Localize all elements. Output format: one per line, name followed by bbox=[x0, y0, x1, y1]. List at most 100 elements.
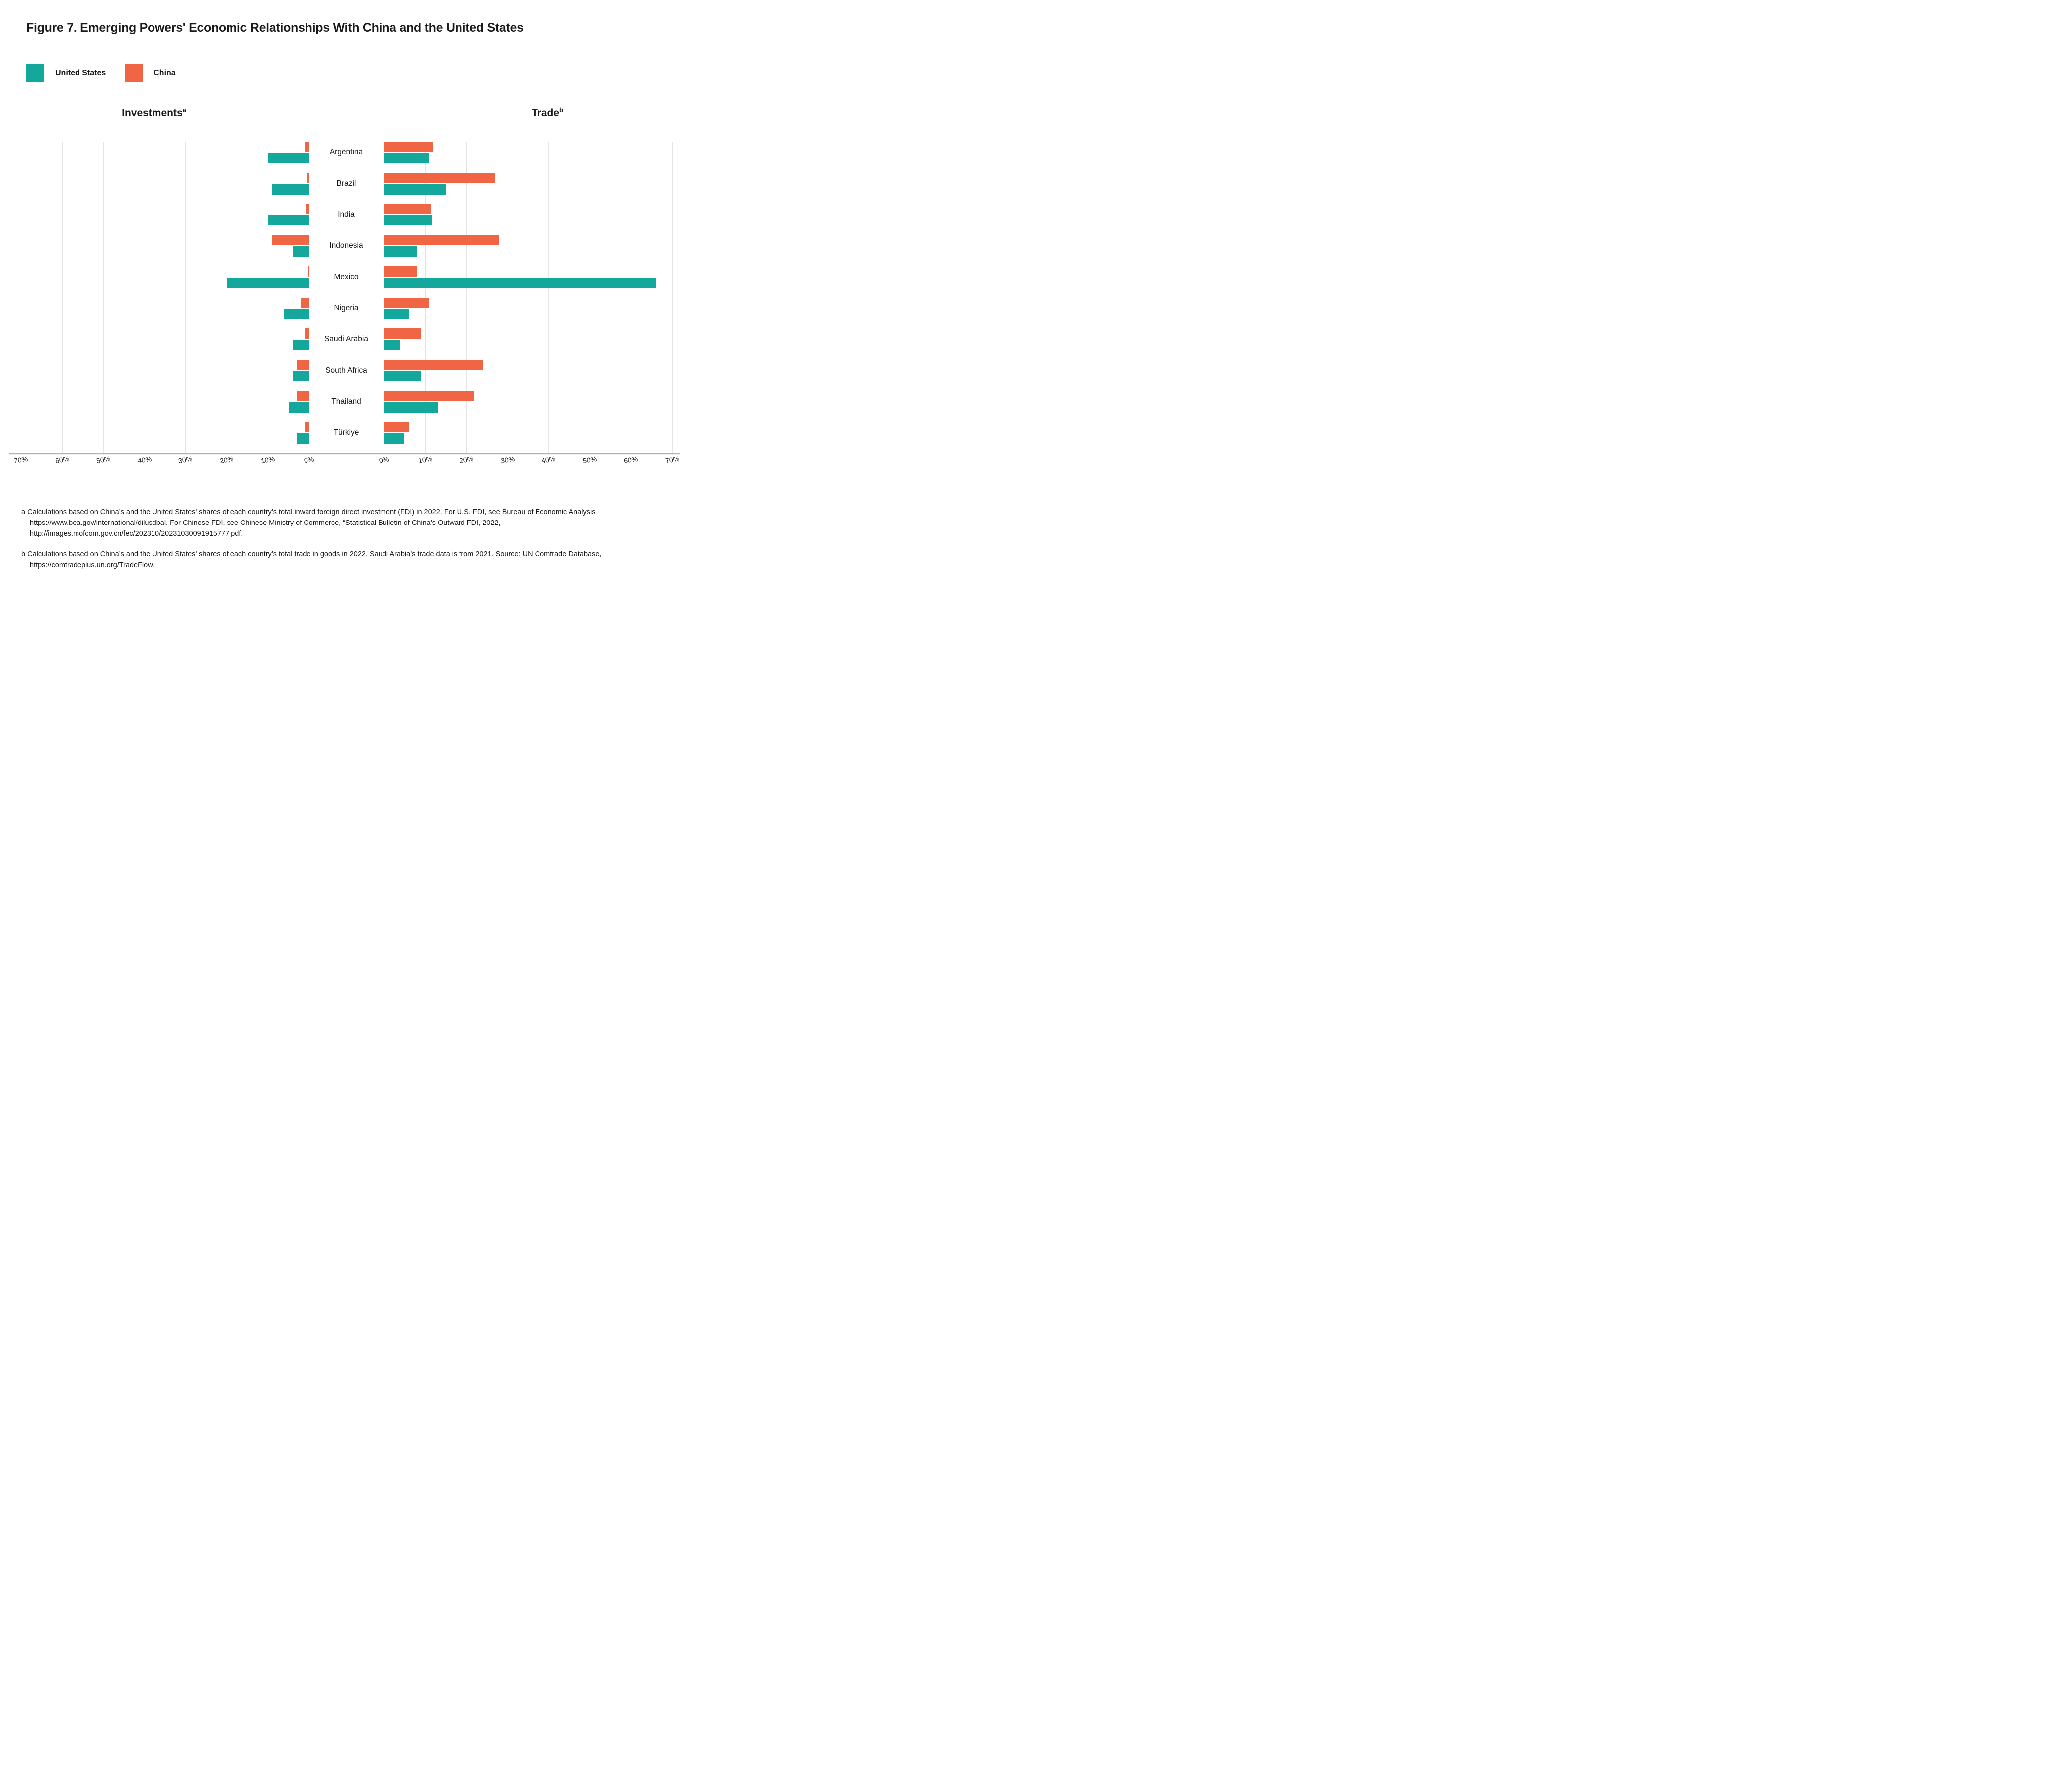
axis-tick-0%: 0% bbox=[378, 455, 390, 465]
bar-investments-us-India bbox=[268, 215, 309, 226]
country-label-Mexico: Mexico bbox=[334, 272, 359, 281]
trade-row-Nigeria bbox=[384, 297, 672, 329]
investments-row-South Africa bbox=[21, 359, 309, 391]
gridline bbox=[466, 142, 467, 453]
axis-tick-40%: 40% bbox=[137, 454, 152, 465]
trade-chart bbox=[384, 142, 673, 453]
country-label-Indonesia: Indonesia bbox=[329, 241, 363, 250]
trade-row-Argentina bbox=[384, 142, 672, 173]
investments-row-Türkiye bbox=[21, 422, 309, 453]
bar-trade-china-Türkiye bbox=[384, 422, 409, 433]
trade-panel-title: Tradeb bbox=[532, 106, 563, 119]
footnotes: a Calculations based on China’s and the … bbox=[21, 507, 682, 581]
gridline bbox=[103, 142, 104, 453]
axis-tick-20%: 20% bbox=[459, 454, 474, 465]
axis-tick-30%: 30% bbox=[178, 454, 193, 465]
country-label-Brazil: Brazil bbox=[336, 179, 356, 188]
bar-investments-china-Nigeria bbox=[301, 297, 309, 308]
investments-row-Nigeria bbox=[21, 297, 309, 329]
bar-investments-us-Mexico bbox=[227, 277, 309, 288]
axis-tick-40%: 40% bbox=[541, 454, 556, 465]
trade-row-Türkiye bbox=[384, 422, 672, 453]
bar-trade-china-Thailand bbox=[384, 390, 475, 401]
bar-investments-china-India bbox=[306, 204, 309, 215]
axis-tick-0%: 0% bbox=[303, 455, 315, 465]
country-label-Argentina: Argentina bbox=[329, 148, 363, 156]
bar-investments-us-Indonesia bbox=[292, 246, 309, 257]
investments-chart bbox=[21, 142, 309, 453]
country-label-Nigeria: Nigeria bbox=[334, 303, 359, 312]
bar-trade-china-India bbox=[384, 204, 432, 215]
bar-trade-us-Indonesia bbox=[384, 246, 417, 257]
chart-plot-area: Argentina Brazil India Indonesia Mexico Niger… bbox=[9, 142, 680, 454]
footnote-a: a Calculations based on China’s and the … bbox=[21, 508, 596, 538]
country-labels-column: Argentina Brazil India Indonesia Mexico Niger… bbox=[308, 142, 384, 453]
legend-item-china: China bbox=[125, 64, 176, 82]
trade-row-Mexico bbox=[384, 266, 672, 298]
bar-trade-us-Mexico bbox=[384, 277, 656, 288]
investments-row-Brazil bbox=[21, 172, 309, 204]
trade-panel-title-text: Trade bbox=[532, 107, 560, 119]
axis-tick-50%: 50% bbox=[582, 454, 598, 465]
figure-title: Figure 7. Emerging Powers' Economic Rela… bbox=[26, 21, 524, 35]
bar-trade-us-Brazil bbox=[384, 184, 446, 195]
bar-investments-us-Argentina bbox=[268, 153, 309, 163]
footnote-b: b Calculations based on China’s and the … bbox=[21, 550, 602, 569]
investments-panel-title: Investmentsa bbox=[122, 106, 186, 119]
bar-investments-us-Brazil bbox=[272, 184, 309, 195]
bar-investments-us-Nigeria bbox=[284, 308, 309, 319]
bar-investments-us-Saudi Arabia bbox=[292, 340, 309, 351]
legend-item-united-states: United States bbox=[26, 64, 106, 82]
trade-row-Saudi Arabia bbox=[384, 328, 672, 360]
axis-tick-60%: 60% bbox=[623, 454, 639, 465]
axis-tick-70%: 70% bbox=[664, 454, 680, 465]
bar-trade-us-Argentina bbox=[384, 153, 430, 163]
bar-investments-us-Türkiye bbox=[297, 433, 309, 444]
china-swatch bbox=[125, 64, 143, 82]
trade-row-Indonesia bbox=[384, 235, 672, 266]
country-label-India: India bbox=[338, 210, 355, 219]
bar-trade-us-South Africa bbox=[384, 371, 421, 381]
investments-row-India bbox=[21, 204, 309, 235]
axis-tick-70%: 70% bbox=[13, 454, 29, 465]
country-label-Türkiye: Türkiye bbox=[333, 428, 359, 437]
gridline bbox=[62, 142, 63, 453]
bar-investments-us-Thailand bbox=[288, 402, 309, 413]
axis-tick-20%: 20% bbox=[219, 454, 234, 465]
bar-trade-us-India bbox=[384, 215, 432, 226]
bar-investments-china-Türkiye bbox=[305, 422, 309, 433]
united-states-swatch bbox=[26, 64, 44, 82]
trade-footnote-marker: b bbox=[559, 106, 563, 114]
gridline bbox=[185, 142, 186, 453]
bar-investments-china-Saudi Arabia bbox=[305, 328, 309, 339]
trade-row-India bbox=[384, 204, 672, 235]
bar-investments-us-South Africa bbox=[292, 371, 309, 381]
bar-trade-us-Saudi Arabia bbox=[384, 340, 401, 351]
country-label-South Africa: South Africa bbox=[325, 366, 367, 374]
gridline bbox=[672, 142, 673, 453]
investments-row-Saudi Arabia bbox=[21, 328, 309, 360]
bar-trade-china-Mexico bbox=[384, 266, 417, 277]
bar-trade-china-Nigeria bbox=[384, 297, 430, 308]
gridline bbox=[548, 142, 549, 453]
bar-trade-china-Argentina bbox=[384, 142, 434, 152]
investments-row-Argentina bbox=[21, 142, 309, 173]
investments-row-Indonesia bbox=[21, 235, 309, 266]
investments-row-Thailand bbox=[21, 390, 309, 422]
axis-tick-60%: 60% bbox=[54, 454, 70, 465]
bar-trade-china-Saudi Arabia bbox=[384, 328, 421, 339]
investments-footnote-marker: a bbox=[182, 106, 186, 114]
legend-label-united-states: United States bbox=[55, 68, 106, 77]
bar-trade-china-South Africa bbox=[384, 359, 483, 370]
legend-label-china: China bbox=[153, 68, 176, 77]
axis-tick-50%: 50% bbox=[95, 454, 111, 465]
bar-trade-us-Türkiye bbox=[384, 433, 405, 444]
axis-tick-30%: 30% bbox=[500, 454, 515, 465]
trade-row-Thailand bbox=[384, 390, 672, 422]
x-axis-tick-labels: 70% 60% 50% 40% 30% 20% 10% 0% 0% 10% 20% 30% 40% 50%… bbox=[9, 454, 680, 476]
country-label-Saudi Arabia: Saudi Arabia bbox=[324, 335, 368, 344]
trade-row-South Africa bbox=[384, 359, 672, 391]
bar-investments-china-South Africa bbox=[297, 359, 309, 370]
axis-tick-10%: 10% bbox=[417, 454, 433, 465]
trade-row-Brazil bbox=[384, 172, 672, 204]
